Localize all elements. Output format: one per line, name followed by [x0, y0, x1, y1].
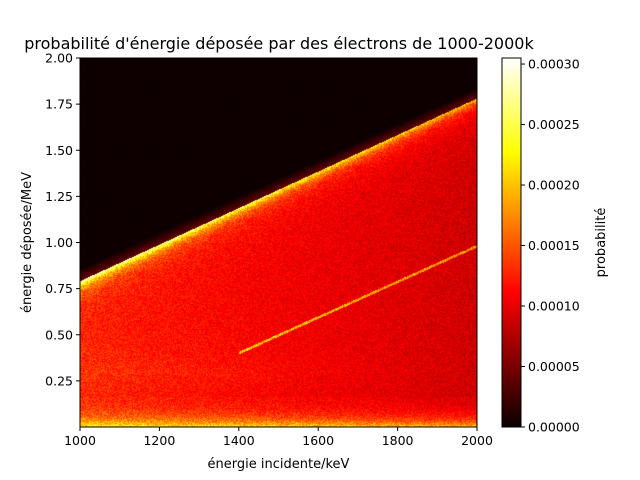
x-axis: 1000 1200 1400 1600 1800 2000 — [64, 427, 493, 448]
y-tick-label-2: 0.75 — [45, 281, 73, 296]
y-tick-label-4: 1.25 — [45, 189, 73, 204]
heatmap-plot-area — [80, 58, 477, 427]
x-tick-label-1: 1200 — [143, 433, 175, 448]
colorbar-tick-label-1: 0.00005 — [528, 359, 580, 374]
y-tick-label-1: 0.50 — [45, 327, 73, 342]
colorbar-tick-label-0: 0.00000 — [528, 420, 580, 435]
colorbar-tick-label-2: 0.00010 — [528, 299, 580, 314]
x-tick-label-3: 1600 — [302, 433, 334, 448]
x-tick-label-2: 1400 — [223, 433, 255, 448]
colorbar-label: probabilité — [594, 208, 609, 278]
y-tick-label-7: 2.00 — [45, 51, 73, 66]
y-axis: 0.25 0.50 0.75 1.00 1.25 1.50 1.75 2.00 — [45, 51, 80, 388]
y-tick-label-3: 1.00 — [45, 235, 73, 250]
x-tick-label-4: 1800 — [382, 433, 414, 448]
colorbar — [501, 57, 522, 428]
y-tick-label-5: 1.50 — [45, 143, 73, 158]
y-tick-label-6: 1.75 — [45, 97, 73, 112]
y-axis-label: énergie déposée/MeV — [20, 172, 35, 313]
chart-title: probabilité d'énergie déposée par des él… — [24, 34, 534, 53]
colorbar-tick-label-6: 0.00030 — [528, 57, 580, 72]
y-tick-label-0: 0.25 — [45, 373, 73, 388]
x-tick-label-0: 1000 — [64, 433, 96, 448]
colorbar-tick-label-4: 0.00020 — [528, 178, 580, 193]
x-axis-label: énergie incidente/keV — [208, 457, 350, 472]
colorbar-tick-label-5: 0.00025 — [528, 117, 580, 132]
x-tick-label-5: 2000 — [461, 433, 493, 448]
colorbar-tick-label-3: 0.00015 — [528, 238, 580, 253]
colorbar-axis: 0.00000 0.00005 0.00010 0.00015 0.00020 0.000… — [521, 57, 580, 435]
